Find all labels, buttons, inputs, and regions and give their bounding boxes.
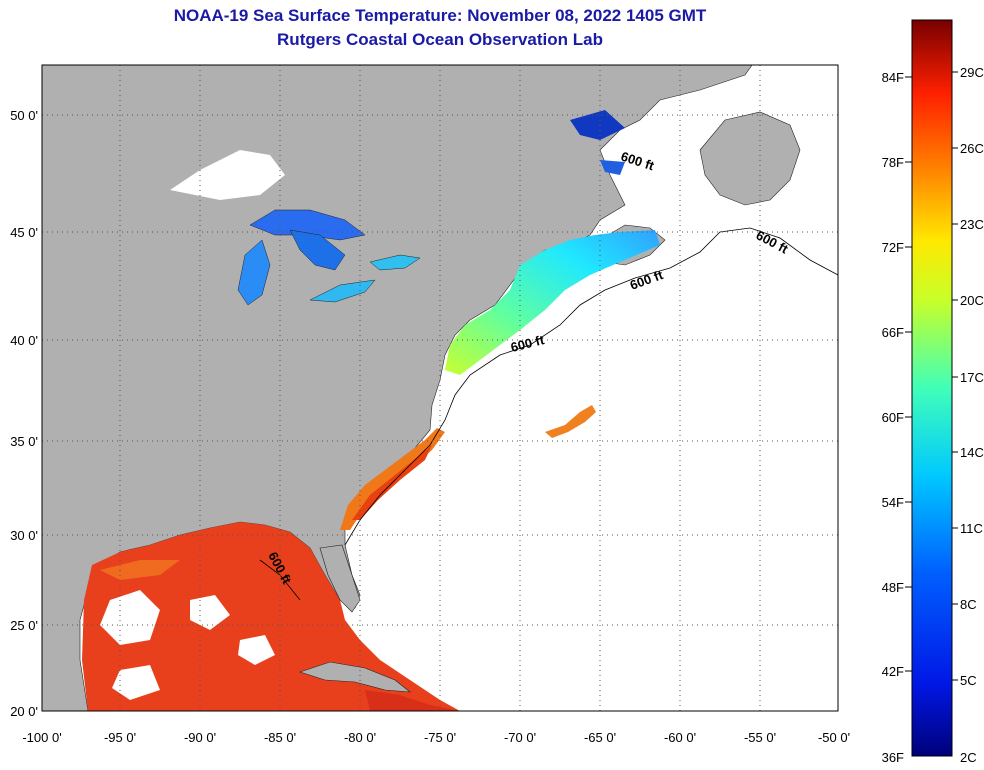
colorbar-c-label: 11C <box>960 521 983 536</box>
lon-tick: -90 0' <box>184 730 216 745</box>
map-subtitle: Rutgers Coastal Ocean Observation Lab <box>277 30 603 49</box>
lat-tick: 35 0' <box>10 434 38 449</box>
colorbar-c-label: 2C <box>960 750 977 765</box>
colorbar-f-labels: 84F 78F 72F 66F 60F 54F 48F 42F 36F <box>882 70 904 765</box>
lon-tick: -85 0' <box>264 730 296 745</box>
lat-tick: 45 0' <box>10 225 38 240</box>
lake-superior <box>249 209 366 241</box>
colorbar-c-label: 17C <box>960 370 984 385</box>
colorbar-f-label: 60F <box>882 410 904 425</box>
lat-tick: 40 0' <box>10 333 38 348</box>
colorbar <box>911 19 953 757</box>
lake-ontario <box>369 254 421 271</box>
lon-tick: -65 0' <box>584 730 616 745</box>
gulf-of-mexico <box>82 522 460 711</box>
lon-tick: -75 0' <box>424 730 456 745</box>
colorbar-c-label: 14C <box>960 445 984 460</box>
colorbar-c-label: 26C <box>960 141 984 156</box>
lat-tick: 25 0' <box>10 618 38 633</box>
st-lawrence-2 <box>600 160 625 175</box>
colorbar-f-label: 48F <box>882 580 904 595</box>
land-newfoundland <box>699 111 801 206</box>
colorbar-ticks <box>905 71 958 681</box>
gulf-clouds-1 <box>100 590 160 645</box>
colorbar-c-label: 29C <box>960 65 984 80</box>
map-title: NOAA-19 Sea Surface Temperature: Novembe… <box>173 6 707 25</box>
gulf-clouds-4 <box>112 665 160 700</box>
lon-tick: -50 0' <box>818 730 850 745</box>
colorbar-c-label: 5C <box>960 673 977 688</box>
lake-michigan <box>237 239 271 306</box>
lon-tick-labels: -100 0' -95 0' -90 0' -85 0' -80 0' -75 … <box>22 730 850 745</box>
lon-tick: -80 0' <box>344 730 376 745</box>
lat-tick: 30 0' <box>10 528 38 543</box>
colorbar-f-label: 54F <box>882 495 904 510</box>
colorbar-c-label: 8C <box>960 597 977 612</box>
shelf-water <box>445 230 660 375</box>
lon-tick: -95 0' <box>104 730 136 745</box>
land-cuba <box>299 661 411 693</box>
lat-tick: 20 0' <box>10 704 38 719</box>
colorbar-f-label: 84F <box>882 70 904 85</box>
colorbar-c-label: 23C <box>960 217 984 232</box>
caribbean-warm <box>365 690 460 711</box>
lat-tick: 50 0' <box>10 108 38 123</box>
lon-tick: -55 0' <box>744 730 776 745</box>
lat-tick-labels: 50 0' 45 0' 40 0' 35 0' 30 0' 25 0' 20 0… <box>10 108 38 719</box>
lon-tick: -70 0' <box>504 730 536 745</box>
lake-erie <box>309 279 376 303</box>
lon-tick: -100 0' <box>22 730 61 745</box>
gulf-clouds-3 <box>238 635 275 665</box>
colorbar-c-labels: 29C 26C 23C 20C 17C 14C 11C 8C 5C 2C <box>960 65 984 765</box>
colorbar-f-label: 66F <box>882 325 904 340</box>
hudson-white <box>170 150 285 200</box>
gulf-clouds-2 <box>190 595 230 630</box>
colorbar-f-label: 42F <box>882 664 904 679</box>
colorbar-f-label: 72F <box>882 240 904 255</box>
st-lawrence <box>570 110 625 140</box>
land-florida <box>319 544 361 613</box>
colorbar-f-label: 78F <box>882 155 904 170</box>
lon-tick: -60 0' <box>664 730 696 745</box>
lake-huron <box>289 229 346 271</box>
colorbar-c-label: 20C <box>960 293 984 308</box>
colorbar-f-label: 36F <box>882 750 904 765</box>
warm-eddy <box>545 405 596 438</box>
